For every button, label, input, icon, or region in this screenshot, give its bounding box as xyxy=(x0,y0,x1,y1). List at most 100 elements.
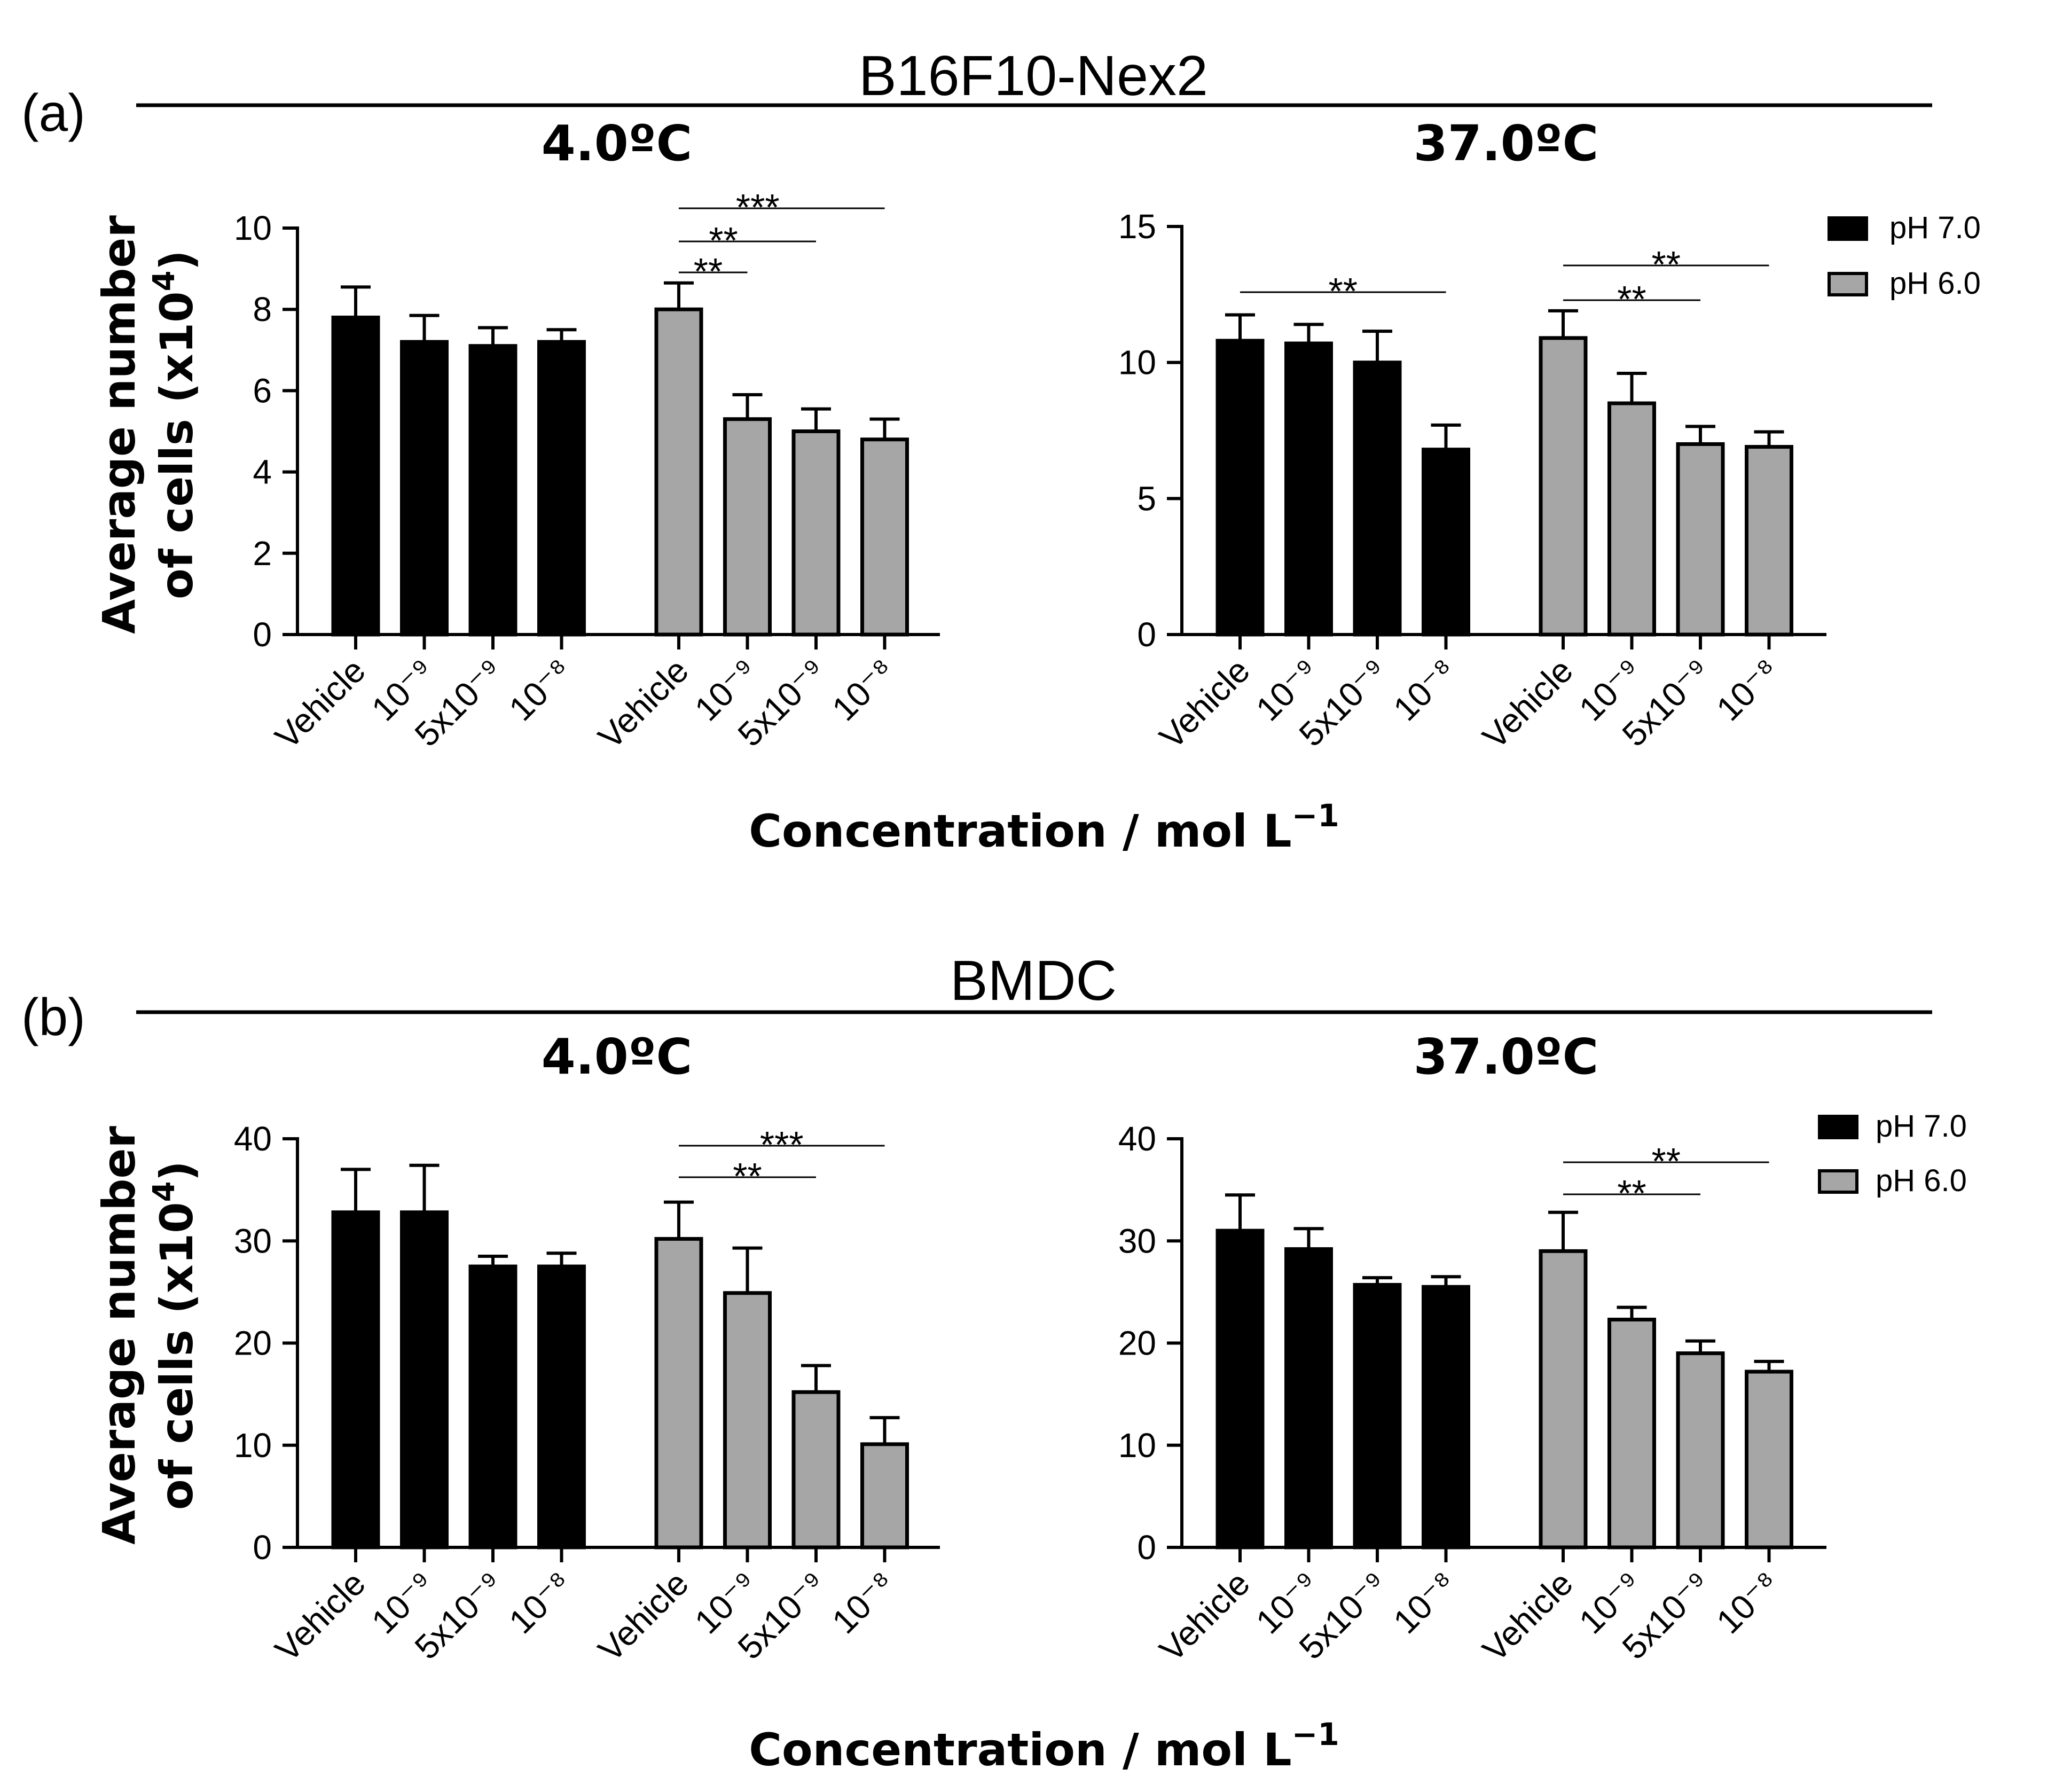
y-tick-label: 6 xyxy=(253,371,272,410)
bar xyxy=(1215,339,1265,637)
panel-a-title: B16F10-Nex2 xyxy=(859,44,1208,107)
bar xyxy=(1422,1285,1470,1550)
panel-a-xlabel: Concentration / mol L−1 xyxy=(749,797,1339,857)
bar xyxy=(654,1237,703,1550)
legend-a-label-ph6: pH 6.0 xyxy=(1889,266,1981,301)
panel-a-ylabel-text: of cells (x10 xyxy=(151,291,203,599)
chart-title: 4.0ºC xyxy=(542,115,692,172)
y-tick-label: 0 xyxy=(253,615,272,654)
significance-label: ** xyxy=(1617,1172,1646,1214)
y-tick-label: 10 xyxy=(1118,343,1156,382)
bar xyxy=(468,1264,517,1550)
y-tick-label: 0 xyxy=(1137,1528,1156,1567)
panel-b-xlabel-exp: −1 xyxy=(1292,1716,1339,1752)
bar xyxy=(723,1291,772,1550)
chart-title: 37.0ºC xyxy=(1414,115,1598,172)
bar xyxy=(1284,1247,1333,1550)
y-tick-label: 4 xyxy=(253,453,272,491)
panel-a-header: (a) B16F10-Nex2 xyxy=(21,44,1932,142)
bar xyxy=(1353,361,1402,637)
bar xyxy=(468,344,517,637)
significance-label: ** xyxy=(1652,244,1681,285)
legend-a-swatch-ph7 xyxy=(1828,216,1868,241)
y-tick-label: 8 xyxy=(253,290,272,328)
bar xyxy=(1539,336,1588,637)
chart-title: 4.0ºC xyxy=(542,1028,692,1085)
panel-b-label: (b) xyxy=(21,988,85,1046)
legend-b-swatch-ph6 xyxy=(1818,1169,1858,1194)
panel-a-xlabel-exp: −1 xyxy=(1292,797,1339,834)
bar xyxy=(1422,448,1470,637)
legend-b-swatch-ph7 xyxy=(1818,1115,1858,1139)
bar xyxy=(1607,401,1656,637)
chart-title: 37.0ºC xyxy=(1414,1028,1598,1085)
legend-b-label-ph7: pH 7.0 xyxy=(1876,1109,1967,1144)
y-tick-label: 40 xyxy=(234,1120,272,1158)
bar xyxy=(400,340,449,637)
legend-a-swatch-ph6 xyxy=(1828,272,1868,296)
bar xyxy=(723,417,772,637)
bar xyxy=(1745,445,1793,637)
bar xyxy=(1284,341,1333,637)
panel-b-ylabel-line1: Average number xyxy=(93,1126,145,1545)
legend-a-label-ph7: pH 7.0 xyxy=(1889,210,1981,245)
panel-a-ylabel-line1: Average number xyxy=(93,215,145,634)
panel-b-ylabel-line2: of cells (x104) xyxy=(147,1161,203,1510)
bar xyxy=(860,1442,909,1550)
bar xyxy=(1215,1228,1265,1550)
y-tick-label: 0 xyxy=(253,1528,272,1567)
panel-b-ylabel-close: ) xyxy=(151,1161,203,1181)
bar xyxy=(537,340,586,637)
significance-label: *** xyxy=(760,1124,804,1165)
panel-a-xlabel-text: Concentration / mol L xyxy=(749,805,1291,857)
y-tick-label: 15 xyxy=(1118,207,1156,246)
significance-label: ** xyxy=(1617,278,1646,320)
y-tick-label: 20 xyxy=(234,1324,272,1363)
significance-label: ** xyxy=(709,220,738,261)
y-tick-label: 10 xyxy=(234,1426,272,1465)
panel-a-ylabel: Average number of cells (x104) xyxy=(93,215,203,634)
bar xyxy=(1676,1351,1725,1550)
y-tick-label: 10 xyxy=(234,209,272,247)
bar xyxy=(1745,1370,1793,1550)
panel-b-ylabel-text: of cells (x10 xyxy=(151,1202,203,1510)
panel-a-ylabel-close: ) xyxy=(151,250,203,270)
bar xyxy=(400,1210,449,1550)
significance-label: ** xyxy=(694,251,723,292)
legend-a: pH 7.0 pH 6.0 xyxy=(1828,210,1981,301)
legend-b-label-ph6: pH 6.0 xyxy=(1876,1163,1967,1198)
bar xyxy=(791,429,841,637)
bar xyxy=(1353,1282,1402,1550)
y-tick-label: 5 xyxy=(1137,479,1156,518)
bar xyxy=(1676,442,1725,637)
y-tick-label: 30 xyxy=(1118,1222,1156,1260)
panel-b-xlabel: Concentration / mol L−1 xyxy=(749,1716,1339,1776)
significance-label: ** xyxy=(733,1155,762,1197)
panel-a-label: (a) xyxy=(21,83,85,142)
bar xyxy=(1607,1318,1656,1550)
y-tick-label: 20 xyxy=(1118,1324,1156,1363)
y-tick-label: 10 xyxy=(1118,1426,1156,1465)
panel-b-title: BMDC xyxy=(950,949,1117,1012)
significance-label: ** xyxy=(1652,1140,1681,1182)
panel-b-xlabel-text: Concentration / mol L xyxy=(749,1724,1291,1776)
bar xyxy=(791,1390,841,1550)
bar xyxy=(1539,1249,1588,1550)
panel-a-ylabel-exp: 4 xyxy=(147,270,182,291)
bar xyxy=(331,1210,380,1550)
bar xyxy=(331,315,380,637)
panel-b-ylabel-exp: 4 xyxy=(147,1181,182,1202)
panel-b-ylabel: Average number of cells (x104) xyxy=(93,1126,203,1545)
bar xyxy=(860,437,909,637)
y-tick-label: 40 xyxy=(1118,1120,1156,1158)
significance-label: *** xyxy=(736,186,780,228)
y-tick-label: 2 xyxy=(253,534,272,573)
legend-b: pH 7.0 pH 6.0 xyxy=(1818,1109,1967,1198)
bar xyxy=(654,307,703,637)
bar xyxy=(537,1264,586,1550)
y-tick-label: 30 xyxy=(234,1222,272,1260)
